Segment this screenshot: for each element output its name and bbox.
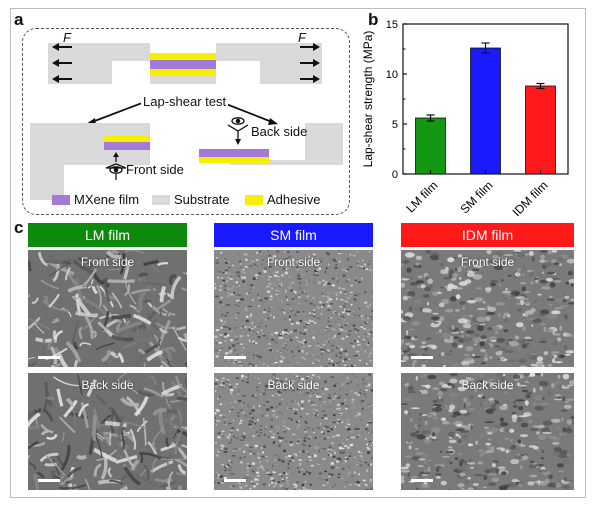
x-tick-label: SM film — [457, 178, 495, 216]
bar — [525, 85, 556, 175]
legend-swatch-substrate — [152, 195, 170, 205]
scale-bar — [224, 356, 246, 359]
sem-header-sm: SM film — [214, 223, 373, 247]
substrate-top-right — [216, 43, 322, 84]
bar — [470, 47, 501, 175]
sem-label: Front side — [80, 255, 135, 269]
legend-swatch-mxene — [52, 195, 70, 205]
sem-image-lm-front: Front side — [28, 250, 187, 367]
x-tick-label: LM film — [403, 178, 440, 215]
y-tick-label: 5 — [392, 119, 398, 131]
x-tick-label: IDM film — [510, 178, 551, 219]
sem-image-idm-back: Back side — [401, 373, 574, 490]
mxene-film-back — [199, 149, 269, 157]
legend-label-substrate: Substrate — [174, 192, 230, 207]
figure-frame — [10, 8, 586, 498]
front-side-label: Front side — [126, 162, 184, 177]
sem-texture — [214, 250, 373, 367]
back-side-eye-icon — [227, 117, 249, 145]
substrate-back-right — [230, 123, 343, 165]
sem-image-idm-front: Front side — [401, 250, 574, 367]
adhesive-top-upper — [150, 53, 216, 60]
sem-header-idm: IDM film — [401, 223, 574, 247]
bar — [415, 117, 446, 175]
scale-bar — [411, 356, 433, 359]
force-label-left: F — [63, 30, 71, 45]
legend-label-adhesive: Adhesive — [267, 192, 321, 207]
lap-shear-test-label: Lap-shear test — [141, 94, 229, 109]
y-tick-label: 15 — [386, 19, 398, 31]
lap-shear-bar-chart: 0 5 10 15 LM film SM film IDM film Lap-shear st… — [361, 19, 569, 219]
sem-texture — [28, 373, 187, 490]
force-arrows-left — [52, 43, 72, 83]
sem-image-sm-front: Front side — [214, 250, 373, 367]
y-tick-label: 0 — [392, 169, 398, 181]
sem-header-lm: LM film — [28, 223, 187, 247]
substrate-top-left — [48, 43, 150, 84]
y-tick-label: 10 — [386, 69, 398, 81]
legend-swatch-adhesive — [245, 195, 263, 205]
front-side-eye-icon — [105, 152, 127, 180]
adhesive-top-lower — [150, 69, 216, 76]
substrate-top-bar — [150, 76, 216, 84]
sem-image-sm-back: Back side — [214, 373, 373, 490]
mxene-film-front — [104, 142, 150, 150]
panel-label-a: a — [14, 10, 24, 29]
sem-label: Back side — [267, 378, 320, 392]
sem-texture — [401, 373, 574, 490]
y-axis-label: Lap-shear strength (MPa) — [361, 31, 375, 168]
sem-label: Front side — [460, 255, 515, 269]
sem-texture — [401, 250, 574, 367]
panel-label-b: b — [368, 10, 379, 29]
back-side-label: Back side — [251, 124, 308, 139]
force-arrows-right — [300, 43, 320, 83]
adhesive-back-lower — [199, 157, 269, 163]
mxene-film-top — [150, 60, 216, 69]
scale-bar — [38, 479, 60, 482]
sem-label: Back side — [81, 378, 134, 392]
sem-label: Back side — [461, 378, 514, 392]
force-label-right: F — [298, 30, 306, 45]
scale-bar — [411, 479, 433, 482]
legend-label-mxene: MXene film — [74, 192, 140, 207]
schematic-outline — [22, 28, 350, 215]
sem-label: Front side — [266, 255, 321, 269]
panel-label-c: c — [14, 218, 24, 237]
scale-bar — [224, 479, 246, 482]
adhesive-front-upper — [104, 136, 150, 142]
sem-texture — [214, 373, 373, 490]
scale-bar — [38, 356, 60, 359]
sem-image-lm-back: Back side — [28, 373, 187, 490]
sem-texture — [28, 250, 187, 367]
